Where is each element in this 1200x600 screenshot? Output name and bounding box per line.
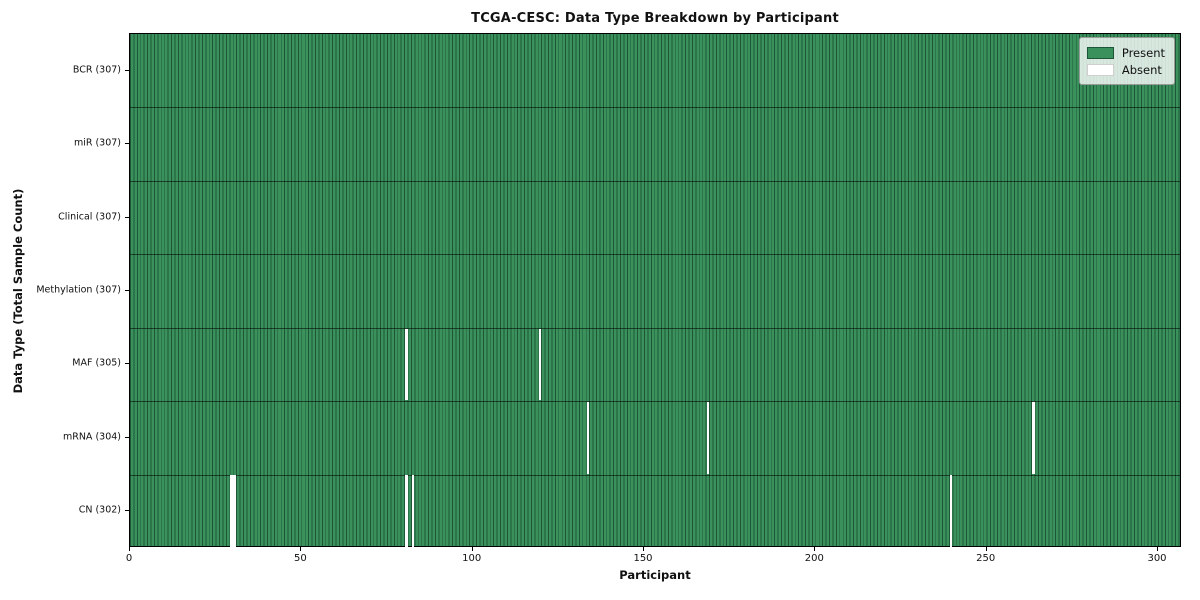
x-tick-label-300: 300 [1147, 553, 1167, 564]
chart-title: TCGA-CESC: Data Type Breakdown by Partic… [471, 11, 839, 26]
x-tick-100 [471, 547, 473, 551]
x-tick-label-150: 150 [633, 553, 653, 564]
row-separator [130, 254, 1180, 256]
x-tick-label-200: 200 [804, 553, 824, 564]
present-cells-pattern [130, 34, 1180, 546]
x-tick-label-50: 50 [293, 553, 307, 564]
x-tick-label-250: 250 [976, 553, 996, 564]
absent-cell-CN-29 [230, 475, 237, 548]
row-separator [130, 327, 1180, 329]
legend-label-present: Present [1121, 45, 1165, 60]
absent-cell-CN-239 [949, 475, 953, 548]
absent-cell-MAF-80 [405, 328, 408, 401]
legend-item-present: Present [1086, 44, 1165, 61]
y-tick-BCR [125, 69, 129, 71]
y-tick-label-miR: miR (307) [73, 137, 121, 149]
x-tick-0 [129, 547, 130, 551]
row-separator [130, 180, 1180, 182]
legend-swatch-present [1086, 46, 1114, 59]
y-tick-miR [125, 143, 129, 145]
absent-cell-CN-82 [411, 475, 415, 548]
plot-area: Present Absent [129, 33, 1181, 548]
x-tick-label-0: 0 [125, 553, 133, 564]
absent-cell-mRNA-168 [706, 401, 710, 474]
absent-cell-CN-80 [405, 475, 408, 548]
y-tick-CN [125, 510, 129, 512]
x-tick-label-100: 100 [462, 553, 482, 564]
legend-item-absent: Absent [1086, 61, 1165, 78]
x-tick-250 [985, 547, 987, 551]
y-tick-label-Clinical: Clinical (307) [58, 211, 121, 223]
y-tick-label-BCR: BCR (307) [72, 64, 121, 76]
x-tick-150 [643, 547, 644, 551]
row-separator [130, 401, 1180, 403]
legend-label-absent: Absent [1121, 62, 1162, 77]
y-tick-mRNA [125, 436, 129, 438]
y-tick-Methylation [125, 290, 129, 291]
absent-cell-mRNA-263 [1032, 401, 1035, 474]
legend: Present Absent [1078, 37, 1175, 85]
row-separator [130, 474, 1180, 476]
absent-cell-mRNA-133 [586, 401, 590, 474]
y-tick-label-mRNA: mRNA (304) [62, 431, 121, 443]
x-axis-label: Participant [619, 568, 691, 582]
y-axis-label: Data Type (Total Sample Count) [11, 188, 25, 394]
x-tick-50 [300, 547, 302, 551]
y-tick-label-CN: CN (302) [78, 504, 121, 516]
y-tick-MAF [125, 363, 129, 365]
absent-cell-MAF-119 [538, 328, 542, 401]
x-tick-300 [1157, 547, 1158, 551]
y-tick-label-MAF: MAF (305) [72, 357, 121, 369]
y-tick-label-Methylation: Methylation (307) [36, 284, 121, 296]
y-tick-Clinical [125, 216, 129, 218]
row-separator [130, 107, 1180, 109]
x-tick-200 [814, 547, 816, 551]
legend-swatch-absent [1086, 63, 1114, 76]
